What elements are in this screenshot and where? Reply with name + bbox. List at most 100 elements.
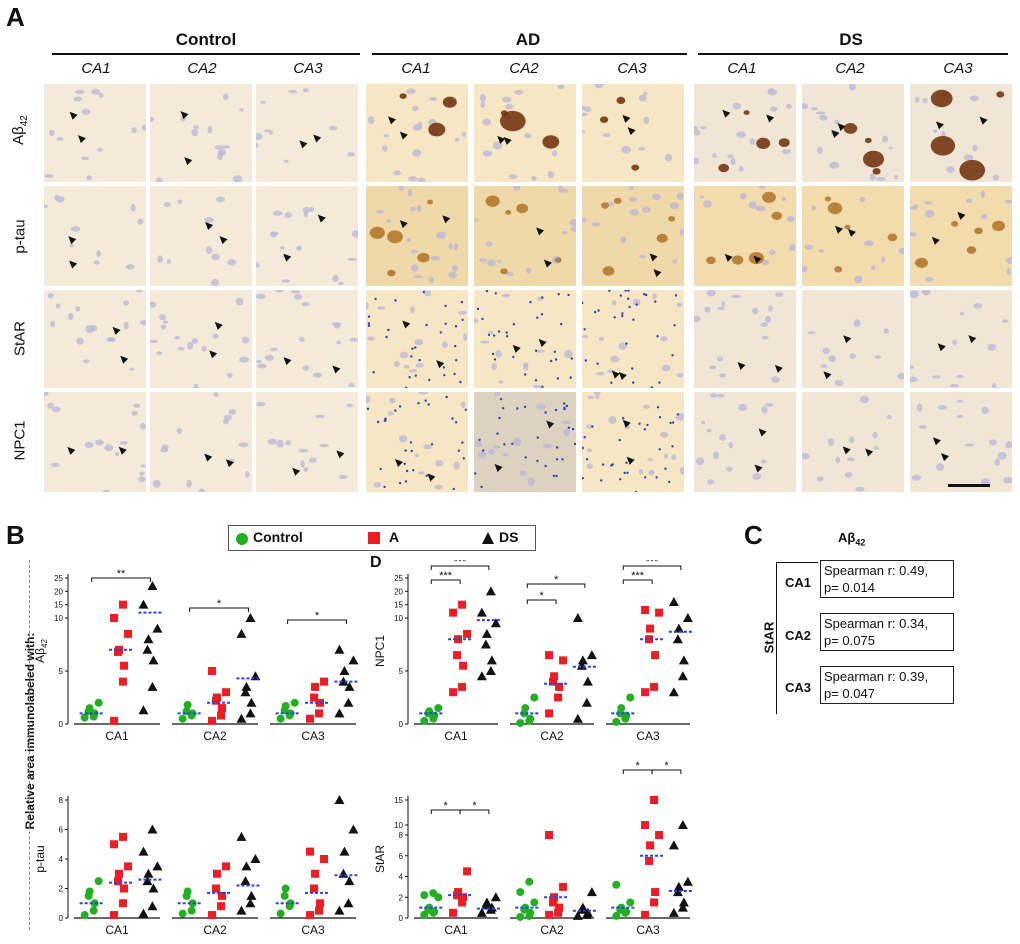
point-ds-ca1 (490, 892, 501, 902)
point-ds-ca3 (672, 634, 683, 644)
point-ds-ca3 (673, 623, 684, 633)
y-tick-label: 4 (59, 855, 64, 864)
sig-label: * (444, 800, 449, 812)
point-a-ca1 (119, 899, 128, 908)
point-control-ca3 (612, 911, 621, 920)
point-ds-ca2 (586, 887, 597, 897)
point-ds-ca2 (581, 697, 592, 707)
y-axis-title: Aβ42 (33, 639, 49, 663)
point-a-ca3 (651, 651, 660, 660)
point-ds-ca2 (240, 876, 251, 886)
point-control-ca2 (178, 909, 187, 918)
y-tick-label: 0 (59, 720, 64, 729)
row-label-npc1: NPC1 (11, 420, 29, 461)
micrograph-abeta42-5 (582, 84, 684, 182)
group-line-ad (372, 53, 687, 55)
micrograph-ptau-2 (256, 186, 358, 286)
point-a-ca1 (454, 888, 463, 897)
x-tick-label-ca1: CA1 (105, 923, 129, 937)
point-ds-ca3 (668, 840, 679, 850)
y-tick-label: 6 (399, 852, 404, 861)
y-tick-label: 15 (394, 601, 403, 610)
point-a-ca1 (110, 911, 119, 920)
point-a-ca2 (549, 677, 558, 686)
y-axis-title: p-tau (33, 845, 47, 872)
panel-b-letter: B (6, 520, 25, 550)
point-ds-ca3 (338, 868, 349, 878)
point-ds-ca3 (668, 687, 679, 697)
point-control-ca1 (89, 906, 98, 915)
sub-ds-ca2: CA2 (835, 60, 865, 77)
sig-label: *** (439, 570, 453, 582)
point-a-ca3 (650, 682, 659, 691)
point-control-ca3 (612, 717, 621, 726)
point-ds-ca2 (250, 854, 261, 863)
point-ds-ca3 (343, 898, 354, 908)
point-ds-ca2 (572, 713, 583, 723)
point-ds-ca3 (668, 907, 679, 917)
point-control-ca3 (290, 698, 299, 707)
micrograph-star-2 (256, 290, 358, 388)
point-a-ca1 (458, 600, 467, 609)
y-tick-label: 25 (54, 574, 63, 583)
micrograph-npc1-0 (44, 392, 146, 492)
corr-bracket (776, 562, 777, 714)
point-a-ca2 (218, 891, 227, 900)
point-a-ca1 (463, 867, 472, 876)
point-a-ca2 (208, 716, 217, 725)
point-a-ca1 (463, 629, 472, 638)
point-a-ca3 (655, 608, 664, 617)
point-a-ca2 (218, 704, 227, 713)
legend-ds-label: DS (499, 529, 519, 545)
point-ds-ca3 (678, 897, 689, 907)
point-ds-ca1 (138, 599, 149, 609)
point-ds-ca2 (582, 676, 593, 686)
corr-title: Aβ42 (838, 530, 866, 548)
point-a-ca2 (545, 709, 554, 718)
point-a-ca2 (550, 672, 559, 681)
point-a-ca3 (650, 898, 659, 907)
point-control-ca2 (521, 704, 530, 713)
sig-label: *** (646, 560, 660, 568)
y-tick-label: 15 (394, 796, 403, 805)
sig-label: *** (454, 560, 468, 568)
micrograph-star-8 (910, 290, 1012, 388)
point-ds-ca2 (236, 628, 247, 638)
point-ds-ca3 (334, 795, 345, 804)
ylabel-divider (29, 560, 30, 930)
point-control-ca1 (94, 698, 103, 707)
point-a-ca1 (458, 898, 467, 907)
point-a-ca3 (315, 709, 324, 718)
micrograph-ptau-6 (694, 186, 796, 286)
point-control-ca1 (434, 704, 443, 713)
point-ds-ca3 (344, 876, 355, 886)
chart-abeta42: 0 5 10 15 20 25 Aβ42 CA1 ** CA2 * CA3 * (33, 568, 359, 743)
legend-control-marker (236, 533, 248, 545)
panel-c-letter: C (744, 520, 763, 550)
sub-ds-ca3: CA3 (943, 60, 973, 77)
micrograph-npc1-7 (802, 392, 904, 492)
micrograph-star-7 (802, 290, 904, 388)
point-ds-ca3 (338, 676, 349, 686)
x-tick-label-ca1: CA1 (444, 729, 468, 743)
point-ds-ca3 (334, 905, 345, 915)
y-tick-label: 20 (54, 587, 63, 596)
point-a-ca2 (545, 831, 554, 839)
point-control-ca3 (276, 714, 285, 723)
point-control-ca3 (276, 909, 285, 918)
point-ds-ca2 (586, 650, 597, 660)
point-ds-ca2 (245, 613, 256, 622)
point-a-ca1 (110, 840, 119, 849)
point-a-ca3 (306, 714, 315, 723)
point-ds-ca2 (577, 655, 588, 665)
point-control-ca2 (526, 908, 535, 917)
point-ds-ca1 (143, 634, 154, 644)
micrograph-abeta42-4 (474, 84, 576, 182)
sig-bracket (430, 565, 490, 570)
point-a-ca1 (453, 651, 462, 660)
y-tick-label: 8 (399, 831, 404, 840)
micrograph-star-5 (582, 290, 684, 388)
point-ds-ca3 (677, 820, 688, 829)
sig-label: * (540, 590, 545, 602)
sig-label: * (636, 760, 641, 772)
